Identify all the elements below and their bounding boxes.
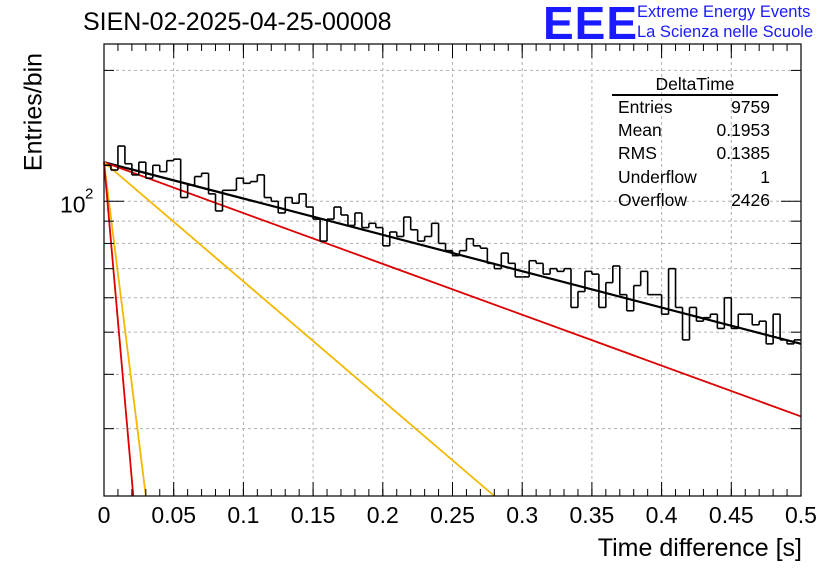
stats-row-entries: Entries 9759 — [612, 96, 778, 119]
tick-labels: 0 0.05 0.1 0.15 0.2 0.25 0.3 0.35 0.4 0.45 0.5 10 2 — [60, 185, 817, 528]
stats-label: Mean — [618, 120, 662, 141]
stats-box: DeltaTime Entries 9759 Mean 0.1953 RMS 0… — [612, 74, 778, 212]
stats-row-mean: Mean 0.1953 — [612, 119, 778, 142]
grid — [104, 44, 801, 496]
x-tick-label: 0.05 — [151, 502, 196, 528]
fit-line — [103, 162, 147, 497]
x-tick-label: 0.25 — [430, 502, 475, 528]
x-tick-label: 0.2 — [367, 502, 399, 528]
x-tick-label: 0.4 — [646, 502, 678, 528]
stats-value: 9759 — [731, 97, 770, 117]
stats-value: 2426 — [731, 189, 770, 210]
stats-label: RMS — [618, 143, 657, 164]
logo-line-1: Extreme Energy Events — [637, 3, 811, 21]
stats-value: 0.1953 — [716, 120, 770, 141]
y-axis-label: Entries/bin — [19, 52, 48, 172]
x-tick-label: 0 — [98, 502, 111, 528]
stats-value: 0.1385 — [716, 143, 770, 164]
x-tick-label: 0.1 — [227, 502, 259, 528]
stats-row-overflow: Overflow 2426 — [612, 189, 778, 212]
stats-title: DeltaTime — [612, 74, 778, 96]
stats-label: Entries — [618, 97, 673, 117]
histogram — [104, 145, 801, 345]
x-tick-label: 0.35 — [570, 502, 615, 528]
axis-ticks — [103, 44, 802, 496]
fit-line — [103, 161, 495, 497]
y-tick-exponent: 2 — [85, 185, 93, 202]
x-tick-label: 0.5 — [785, 502, 817, 528]
x-axis-label: Time difference [s] — [597, 534, 802, 562]
fit-line — [103, 162, 135, 497]
x-tick-label: 0.45 — [709, 502, 754, 528]
stats-label: Overflow — [618, 189, 688, 210]
y-tick-label: 10 — [60, 191, 86, 217]
stats-label: Underflow — [618, 166, 697, 187]
x-tick-label: 0.15 — [291, 502, 336, 528]
x-tick-label: 0.3 — [506, 502, 538, 528]
fit-line — [103, 161, 802, 418]
stats-row-underflow: Underflow 1 — [612, 166, 778, 189]
eee-logo: EEE — [543, 0, 639, 49]
logo-line-2: La Scienza nelle Scuole — [637, 23, 814, 41]
stats-row-rms: RMS 0.1385 — [612, 142, 778, 165]
stats-value: 1 — [760, 166, 770, 187]
chart-title: SIEN-02-2025-04-25-00008 — [83, 8, 392, 36]
